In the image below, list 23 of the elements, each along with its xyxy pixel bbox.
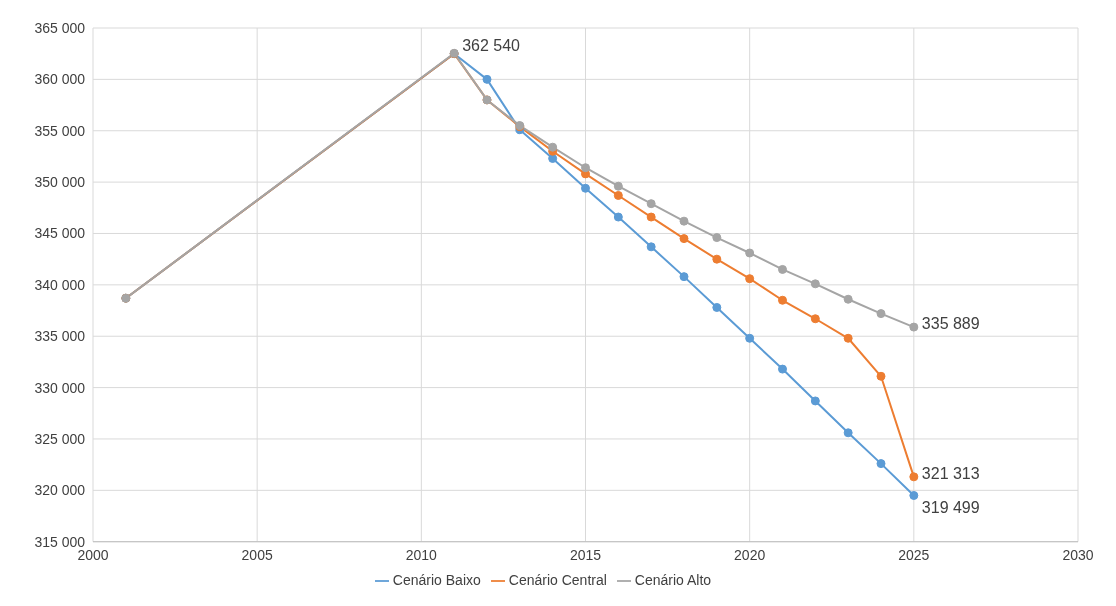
x-tick-label: 2025 — [898, 546, 930, 563]
y-tick-label: 355 000 — [34, 122, 86, 139]
y-tick-label: 325 000 — [34, 430, 86, 447]
x-tick-label: 2005 — [241, 546, 273, 563]
x-tick-label: 2030 — [1062, 546, 1094, 563]
y-tick-label: 320 000 — [34, 482, 86, 499]
data-label: 335 889 — [921, 315, 980, 333]
data-label: 319 499 — [921, 498, 980, 516]
x-tick-label: 2015 — [569, 546, 602, 563]
y-tick-label: 350 000 — [34, 174, 86, 191]
y-tick-label: 335 000 — [34, 328, 86, 345]
y-tick-label: 340 000 — [34, 276, 86, 293]
data-label: 362 540 — [462, 37, 521, 55]
legend-label: Cenário Central — [508, 571, 607, 588]
data-label: 321 313 — [921, 465, 980, 483]
y-tick-label: 345 000 — [34, 225, 86, 242]
y-tick-label: 330 000 — [34, 379, 86, 396]
legend-label: Cenário Baixo — [392, 571, 481, 588]
x-tick-label: 2010 — [405, 546, 438, 563]
y-tick-label: 365 000 — [34, 19, 86, 36]
legend-label: Cenário Alto — [634, 571, 712, 588]
y-tick-label: 360 000 — [34, 71, 86, 88]
x-tick-label: 2020 — [734, 546, 766, 563]
